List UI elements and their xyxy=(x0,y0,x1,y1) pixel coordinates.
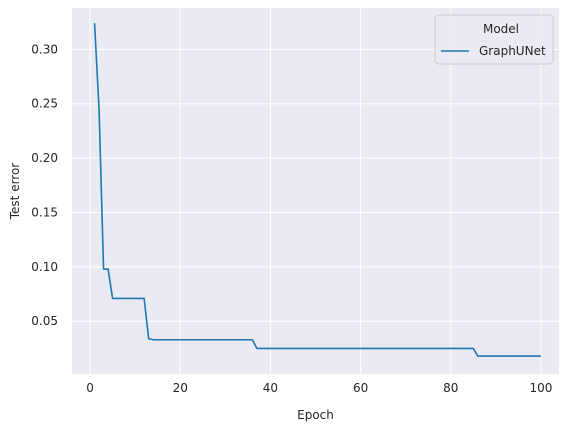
y-tick-label-1: 0.10 xyxy=(31,260,58,274)
legend-title: Model xyxy=(483,22,519,36)
x-axis-label: Epoch xyxy=(297,408,334,422)
y-tick-labels: 0.05 0.10 0.15 0.20 0.25 0.30 xyxy=(31,42,58,328)
y-tick-label-2: 0.15 xyxy=(31,205,58,219)
x-tick-label-0: 0 xyxy=(86,381,94,395)
x-tick-label-2: 40 xyxy=(263,381,278,395)
series-layer xyxy=(93,23,541,357)
plot-background xyxy=(72,8,559,374)
x-tick-labels: 0 20 40 60 80 100 xyxy=(86,381,552,395)
y-tick-label-0: 0.05 xyxy=(31,314,58,328)
x-tick-label-1: 20 xyxy=(173,381,188,395)
grid-lines xyxy=(72,8,559,374)
series-line-graphunet xyxy=(93,23,541,357)
x-tick-label-3: 60 xyxy=(353,381,368,395)
legend-label-graphunet: GraphUNet xyxy=(479,44,546,58)
y-tick-label-5: 0.30 xyxy=(31,42,58,56)
y-axis-label: Test error xyxy=(8,163,22,221)
legend: Model GraphUNet xyxy=(434,14,554,65)
x-tick-label-4: 80 xyxy=(443,381,458,395)
y-tick-label-3: 0.20 xyxy=(31,151,58,165)
x-tick-label-5: 100 xyxy=(530,381,553,395)
y-tick-label-4: 0.25 xyxy=(31,97,58,111)
